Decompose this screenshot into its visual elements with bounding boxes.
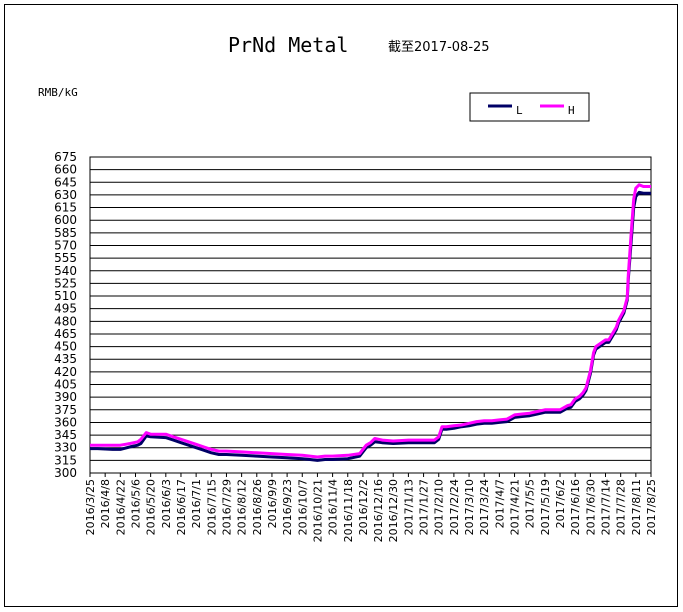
y-tick-label: 555 xyxy=(54,251,77,265)
y-tick-label: 540 xyxy=(54,264,77,278)
y-tick-label: 435 xyxy=(54,352,77,366)
x-tick-label: 2017/1/27 xyxy=(418,479,431,535)
x-tick-label: 2016/7/29 xyxy=(220,479,233,535)
x-tick-label: 2016/9/23 xyxy=(281,479,294,535)
x-tick-label: 2017/4/21 xyxy=(509,479,522,535)
x-tick-label: 2017/4/7 xyxy=(493,479,506,528)
x-tick-label: 2016/4/8 xyxy=(99,479,112,528)
x-tick-label: 2016/7/15 xyxy=(205,479,218,535)
y-tick-label: 570 xyxy=(54,238,77,252)
y-tick-label: 630 xyxy=(54,188,77,202)
x-tick-label: 2016/10/7 xyxy=(296,479,309,535)
y-tick-label: 495 xyxy=(54,302,77,316)
x-tick-label: 2016/8/26 xyxy=(251,479,264,535)
x-tick-label: 2016/12/30 xyxy=(387,479,400,542)
plot-frame xyxy=(89,156,652,474)
x-tick-label: 2016/8/12 xyxy=(236,479,249,535)
x-tick-label: 2017/2/10 xyxy=(433,479,446,535)
x-tick-label: 2016/11/18 xyxy=(342,479,355,542)
x-tick-label: 2017/2/24 xyxy=(448,479,461,535)
y-tick-label: 300 xyxy=(54,466,77,480)
plot-background xyxy=(90,157,651,473)
y-tick-label: 585 xyxy=(54,226,77,240)
x-tick-label: 2017/6/16 xyxy=(569,479,582,535)
y-tick-label: 600 xyxy=(54,213,77,227)
x-tick-label: 2017/6/30 xyxy=(584,479,597,535)
chart-legend[interactable]: L H xyxy=(469,92,590,122)
y-tick-label: 645 xyxy=(54,175,77,189)
x-tick-label: 2017/1/13 xyxy=(402,479,415,535)
chart-title: PrNd Metal xyxy=(228,33,348,57)
x-tick-label: 2016/7/1 xyxy=(190,479,203,528)
x-tick-label: 2016/3/25 xyxy=(84,479,97,535)
y-tick-label: 315 xyxy=(54,453,77,467)
y-tick-label: 375 xyxy=(54,403,77,417)
x-tick-label: 2017/8/11 xyxy=(630,479,643,535)
y-tick-label: 675 xyxy=(54,150,77,164)
x-tick-label: 2016/4/22 xyxy=(114,479,127,535)
x-tick-label: 2016/9/9 xyxy=(266,479,279,528)
y-tick-label: 660 xyxy=(54,163,77,177)
y-tick-label: 390 xyxy=(54,390,77,404)
y-tick-label: 450 xyxy=(54,340,77,354)
y-tick-label: 615 xyxy=(54,201,77,215)
plot-area: 6756606456306156005855705555405255104954… xyxy=(54,150,658,542)
y-tick-label: 405 xyxy=(54,378,77,392)
y-tick-label: 360 xyxy=(54,415,77,429)
x-tick-label: 2016/11/4 xyxy=(327,479,340,535)
x-tick-label: 2016/12/16 xyxy=(372,479,385,542)
y-tick-label: 480 xyxy=(54,314,77,328)
x-tick-label: 2016/6/17 xyxy=(175,479,188,535)
chart-subtitle: 截至2017-08-25 xyxy=(388,40,490,55)
y-tick-label: 525 xyxy=(54,276,77,290)
x-tick-label: 2017/5/5 xyxy=(524,479,537,528)
legend-label-h: H xyxy=(568,104,575,117)
x-tick-label: 2016/5/6 xyxy=(129,479,142,528)
x-tick-label: 2017/7/14 xyxy=(600,479,613,535)
y-tick-label: 345 xyxy=(54,428,77,442)
y-tick-label: 420 xyxy=(54,365,77,379)
x-tick-label: 2017/8/25 xyxy=(645,479,658,535)
y-tick-label: 330 xyxy=(54,441,77,455)
x-tick-label: 2016/6/3 xyxy=(160,479,173,528)
y-tick-label: 465 xyxy=(54,327,77,341)
x-tick-label: 2017/3/24 xyxy=(478,479,491,535)
legend-label-l: L xyxy=(516,104,523,117)
x-tick-label: 2016/5/20 xyxy=(145,479,158,535)
x-tick-label: 2017/5/19 xyxy=(539,479,552,535)
x-tick-label: 2016/12/2 xyxy=(357,479,370,535)
x-tick-label: 2017/3/10 xyxy=(463,479,476,535)
y-axis-unit-label: RMB/kG xyxy=(38,86,78,99)
x-tick-label: 2017/7/28 xyxy=(615,479,628,535)
x-tick-label: 2016/10/21 xyxy=(311,479,324,542)
y-tick-label: 510 xyxy=(54,289,77,303)
x-tick-label: 2017/6/2 xyxy=(554,479,567,528)
series-line-h xyxy=(90,183,651,459)
